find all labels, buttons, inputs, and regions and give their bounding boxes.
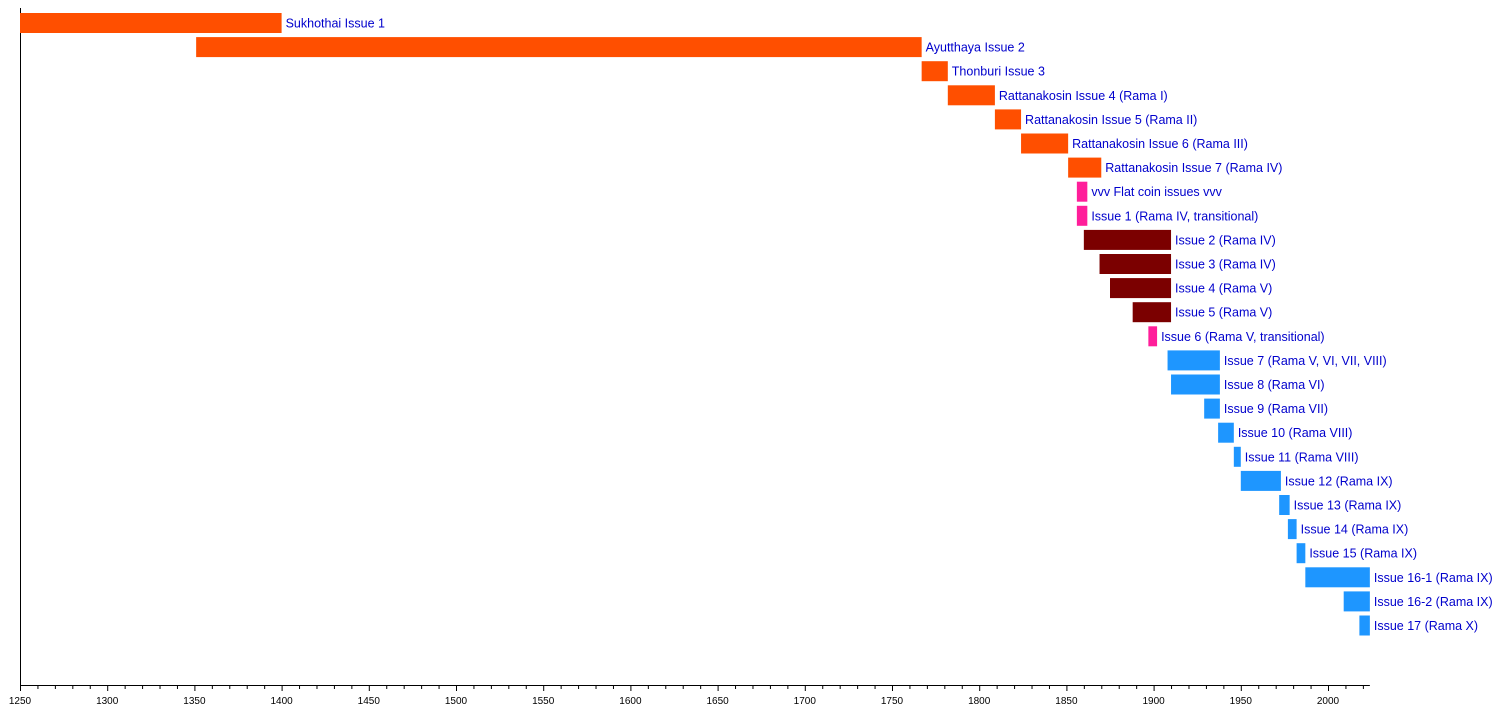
timeline-row: Issue 16-1 (Rama IX) bbox=[1305, 567, 1493, 588]
timeline-bar bbox=[1343, 591, 1370, 612]
bar-label: Issue 8 (Rama VI) bbox=[1224, 378, 1325, 392]
bar-label: Ayutthaya Issue 2 bbox=[926, 41, 1025, 55]
bar-label: vvv Flat coin issues vvv bbox=[1091, 185, 1222, 199]
timeline-bar bbox=[1359, 615, 1370, 636]
bar-label: Issue 5 (Rama V) bbox=[1175, 306, 1272, 320]
bar-label: Issue 16-1 (Rama IX) bbox=[1374, 571, 1493, 585]
timeline-row: Rattanakosin Issue 7 (Rama IV) bbox=[1068, 157, 1282, 178]
bar-label: Issue 3 (Rama IV) bbox=[1175, 258, 1276, 272]
timeline-row: Issue 8 (Rama VI) bbox=[1171, 374, 1325, 395]
timeline-row: Issue 4 (Rama V) bbox=[1110, 278, 1272, 299]
timeline-bar bbox=[1083, 229, 1172, 250]
x-tick-label: 1600 bbox=[619, 696, 642, 707]
timeline-row: Issue 7 (Rama V, VI, VII, VIII) bbox=[1167, 350, 1387, 371]
timeline-bar bbox=[1076, 205, 1088, 226]
bar-label: Issue 4 (Rama V) bbox=[1175, 282, 1272, 296]
timeline-row: Issue 3 (Rama IV) bbox=[1099, 254, 1276, 274]
timeline-bar bbox=[1287, 519, 1297, 540]
bar-label: Issue 10 (Rama VIII) bbox=[1238, 426, 1353, 440]
timeline-row: Issue 10 (Rama VIII) bbox=[1218, 422, 1353, 443]
timeline-bar bbox=[994, 109, 1022, 130]
bar-label: Issue 12 (Rama IX) bbox=[1285, 474, 1393, 488]
timeline-bar bbox=[1171, 374, 1220, 395]
x-tick-label: 2000 bbox=[1317, 696, 1340, 707]
x-tick-label: 1350 bbox=[183, 696, 206, 707]
x-tick-label: 1700 bbox=[794, 696, 817, 707]
timeline-bar bbox=[1068, 157, 1102, 178]
timeline-bar bbox=[1305, 567, 1370, 588]
timeline-bar bbox=[1021, 133, 1069, 154]
x-tick-label: 1650 bbox=[706, 696, 729, 707]
bar-label: Issue 7 (Rama V, VI, VII, VIII) bbox=[1224, 354, 1387, 368]
x-tick-label: 1550 bbox=[532, 696, 555, 707]
bar-label: Sukhothai Issue 1 bbox=[286, 17, 385, 31]
bar-label: Issue 9 (Rama VII) bbox=[1224, 402, 1328, 416]
timeline-bar bbox=[1218, 422, 1234, 443]
timeline-bar bbox=[1279, 495, 1290, 515]
timeline-row: Rattanakosin Issue 5 (Rama II) bbox=[994, 109, 1197, 130]
timeline-row: Issue 16-2 (Rama IX) bbox=[1343, 591, 1493, 612]
x-tick-label: 1450 bbox=[358, 696, 381, 707]
bar-label: Issue 16-2 (Rama IX) bbox=[1374, 595, 1493, 609]
bar-label: Rattanakosin Issue 7 (Rama IV) bbox=[1105, 161, 1282, 175]
timeline-bar bbox=[1204, 398, 1220, 419]
x-tick-label: 1950 bbox=[1230, 696, 1253, 707]
bar-label: Issue 15 (Rama IX) bbox=[1309, 547, 1417, 561]
bar-label: Thonburi Issue 3 bbox=[952, 65, 1045, 79]
timeline-row: Issue 2 (Rama IV) bbox=[1083, 229, 1276, 250]
timeline-row: Issue 11 (Rama VIII) bbox=[1233, 446, 1359, 467]
bar-label: Rattanakosin Issue 4 (Rama I) bbox=[999, 89, 1168, 103]
bar-label: Issue 2 (Rama IV) bbox=[1175, 233, 1276, 247]
x-tick-label: 1500 bbox=[445, 696, 468, 707]
timeline-row: Issue 9 (Rama VII) bbox=[1204, 398, 1328, 419]
timeline-row: Issue 1 (Rama IV, transitional) bbox=[1076, 205, 1258, 226]
timeline-row: Issue 5 (Rama V) bbox=[1132, 302, 1272, 323]
timeline-bar bbox=[1110, 278, 1172, 299]
bar-label: Rattanakosin Issue 5 (Rama II) bbox=[1025, 113, 1197, 127]
timeline-row: vvv Flat coin issues vvv bbox=[1076, 181, 1223, 202]
x-tick-label: 1400 bbox=[270, 696, 293, 707]
timeline-row: Issue 12 (Rama IX) bbox=[1240, 470, 1393, 491]
timeline-bar bbox=[1132, 302, 1172, 323]
timeline-bar bbox=[1099, 254, 1172, 274]
timeline-row: Thonburi Issue 3 bbox=[921, 61, 1045, 82]
timeline-bar bbox=[1233, 446, 1241, 467]
bar-label: Issue 13 (Rama IX) bbox=[1294, 499, 1402, 513]
bar-label: Issue 6 (Rama V, transitional) bbox=[1161, 330, 1325, 344]
x-tick-label: 1800 bbox=[968, 696, 991, 707]
timeline-bar bbox=[947, 85, 995, 106]
timeline-row: Sukhothai Issue 1 bbox=[20, 13, 385, 33]
timeline-row: Ayutthaya Issue 2 bbox=[196, 37, 1025, 58]
x-tick-label: 1750 bbox=[881, 696, 904, 707]
x-tick-label: 1850 bbox=[1055, 696, 1078, 707]
timeline-row: Issue 13 (Rama IX) bbox=[1279, 495, 1401, 515]
timeline-row: Rattanakosin Issue 4 (Rama I) bbox=[947, 85, 1168, 106]
timeline-bar bbox=[1167, 350, 1220, 371]
timeline-row: Issue 17 (Rama X) bbox=[1359, 615, 1478, 636]
timeline-row: Issue 14 (Rama IX) bbox=[1287, 519, 1409, 540]
timeline-bar bbox=[1076, 181, 1088, 202]
bar-label: Issue 14 (Rama IX) bbox=[1301, 523, 1409, 537]
x-tick-label: 1250 bbox=[9, 696, 32, 707]
bar-label: Issue 17 (Rama X) bbox=[1374, 619, 1478, 633]
timeline-bar bbox=[1296, 543, 1306, 564]
timeline-row: Issue 15 (Rama IX) bbox=[1296, 543, 1417, 564]
x-tick-label: 1300 bbox=[96, 696, 119, 707]
timeline-row: Issue 6 (Rama V, transitional) bbox=[1148, 326, 1325, 347]
timeline-bar bbox=[20, 13, 282, 33]
timeline-bar bbox=[1148, 326, 1158, 347]
x-tick-label: 1900 bbox=[1142, 696, 1165, 707]
bar-label: Issue 1 (Rama IV, transitional) bbox=[1091, 209, 1258, 223]
timeline-row: Rattanakosin Issue 6 (Rama III) bbox=[1021, 133, 1248, 154]
bar-label: Rattanakosin Issue 6 (Rama III) bbox=[1072, 137, 1248, 151]
bar-label: Issue 11 (Rama VIII) bbox=[1245, 450, 1359, 464]
timeline-bar bbox=[196, 37, 922, 58]
timeline-bar bbox=[1240, 470, 1281, 491]
timeline-bar bbox=[921, 61, 948, 82]
